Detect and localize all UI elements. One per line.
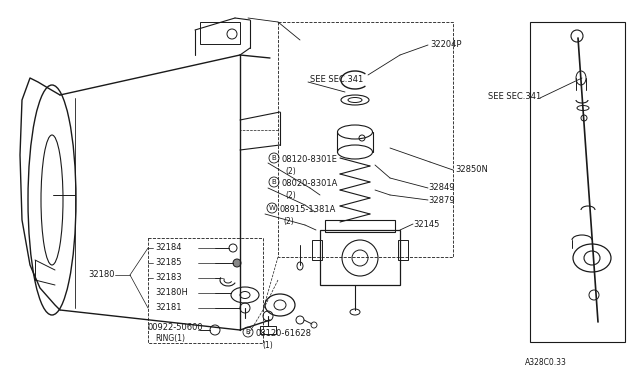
Text: SEE SEC.341: SEE SEC.341	[488, 92, 541, 101]
Text: (2): (2)	[285, 191, 296, 200]
Text: 08120-61628: 08120-61628	[255, 329, 311, 338]
Bar	[278, 22, 453, 257]
Text: 32181: 32181	[155, 303, 182, 312]
Text: 08915-1381A: 08915-1381A	[279, 205, 335, 214]
Text: B: B	[246, 329, 250, 335]
Text: 00922-50600: 00922-50600	[148, 323, 204, 332]
Bar	[200, 22, 240, 44]
Text: (1): (1)	[262, 341, 273, 350]
Bar	[398, 240, 408, 260]
Text: RING(1): RING(1)	[155, 334, 185, 343]
Text: 32180: 32180	[88, 270, 115, 279]
Text: 08020-8301A: 08020-8301A	[281, 179, 337, 188]
Bar	[320, 230, 400, 285]
Text: SEE SEC.341: SEE SEC.341	[310, 75, 364, 84]
Bar	[260, 326, 276, 334]
Text: 32183: 32183	[155, 273, 182, 282]
Text: (2): (2)	[285, 167, 296, 176]
Bar	[312, 240, 322, 260]
Text: 32185: 32185	[155, 258, 182, 267]
Text: 32849: 32849	[428, 183, 454, 192]
Text: 32879: 32879	[428, 196, 454, 205]
Text: 32145: 32145	[413, 220, 440, 229]
Text: 32850N: 32850N	[455, 165, 488, 174]
Text: (2): (2)	[283, 217, 294, 226]
Text: 32204P: 32204P	[430, 40, 461, 49]
Circle shape	[233, 259, 241, 267]
Text: B: B	[271, 179, 276, 185]
Bar	[148, 238, 263, 343]
Text: W: W	[269, 205, 275, 211]
Text: 08120-8301E: 08120-8301E	[281, 155, 337, 164]
Bar	[530, 22, 625, 342]
Text: A328C0.33: A328C0.33	[525, 358, 567, 367]
Text: B: B	[271, 155, 276, 161]
Text: 32180H: 32180H	[155, 288, 188, 297]
Bar	[325, 220, 395, 232]
Text: 32184: 32184	[155, 243, 182, 252]
